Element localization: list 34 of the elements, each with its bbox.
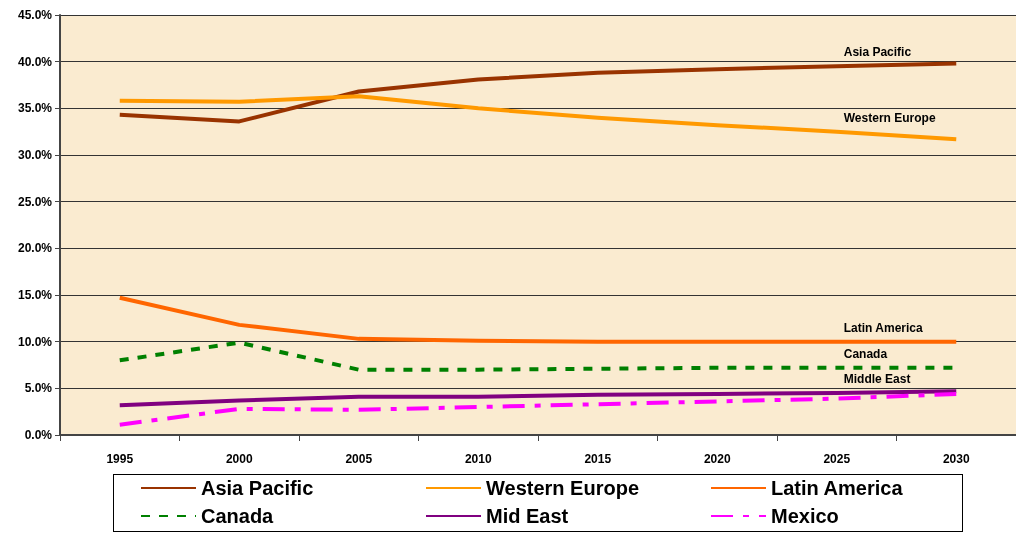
line-series (117, 295, 959, 344)
line-series (117, 94, 959, 142)
annotation: Asia Pacific (843, 45, 912, 60)
y-tick-label: 45.0% (17, 8, 53, 22)
y-tick-label: 10.0% (17, 334, 53, 349)
x-tick-label: 2015 (584, 452, 612, 466)
annotation: Middle East (843, 372, 911, 386)
annotation: Latin America (843, 320, 923, 335)
legend-label: Canada (201, 505, 275, 527)
y-tick-label: 15.0% (17, 288, 53, 302)
x-tick-label: 1995 (106, 452, 134, 466)
y-tick-label: 0.0% (24, 428, 53, 442)
annotation: Western Europe (843, 110, 936, 125)
y-tick-label: 25.0% (17, 194, 53, 209)
x-tick-label: 2020 (703, 452, 731, 466)
line-series (117, 61, 959, 124)
y-tick-label: 30.0% (17, 148, 53, 162)
x-tick-label: 2005 (345, 452, 373, 466)
x-tick-label: 2010 (464, 452, 492, 466)
legend-label: Western Europe (486, 477, 639, 499)
x-tick-label: 2000 (225, 452, 253, 466)
x-tick-label: 2030 (942, 452, 970, 466)
legend-label: Asia Pacific (201, 477, 314, 499)
y-tick-label: 5.0% (24, 381, 53, 396)
line-series (117, 389, 959, 408)
legend-label: Latin America (771, 477, 904, 499)
line-series (117, 391, 959, 427)
legend-label: Mexico (771, 505, 839, 527)
y-tick-label: 35.0% (17, 101, 53, 116)
y-tick-label: 20.0% (17, 241, 53, 256)
legend-label: Mid East (486, 505, 569, 527)
y-tick-label: 40.0% (17, 54, 53, 69)
x-tick-label: 2025 (823, 452, 851, 466)
annotation: Canada (843, 346, 888, 361)
